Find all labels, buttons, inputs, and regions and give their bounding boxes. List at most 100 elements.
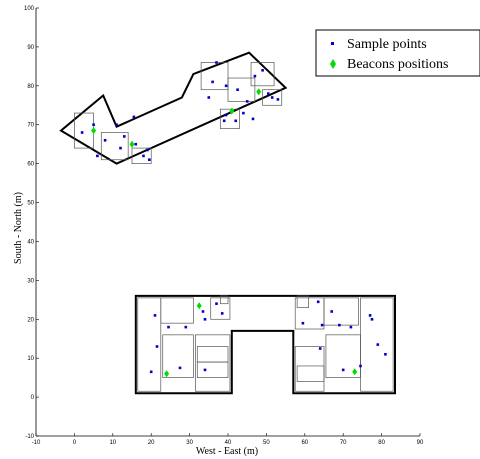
sample-point xyxy=(317,301,320,304)
y-tick-label: 70 xyxy=(27,123,34,129)
sample-point xyxy=(204,369,207,372)
sample-point xyxy=(223,120,226,123)
sample-point xyxy=(215,61,218,64)
sample-point xyxy=(81,131,84,134)
sample-point xyxy=(242,112,245,115)
sample-point xyxy=(211,81,214,84)
legend-beacon-label: Beacons positions xyxy=(347,57,449,72)
x-tick-label: 10 xyxy=(109,440,116,446)
sample-point xyxy=(202,310,205,313)
x-tick-label: 70 xyxy=(340,440,347,446)
x-tick-label: 90 xyxy=(417,440,424,446)
y-tick-label: 90 xyxy=(27,45,34,51)
x-tick-label: 30 xyxy=(186,440,193,446)
room xyxy=(295,298,324,329)
sample-point xyxy=(119,147,122,150)
y-tick-label: 0 xyxy=(31,395,35,401)
sample-point xyxy=(115,123,118,126)
sample-point xyxy=(359,365,362,368)
sample-point xyxy=(369,314,372,317)
beacon-point xyxy=(91,127,96,134)
sample-point xyxy=(146,149,149,152)
sample-point xyxy=(225,85,228,88)
sample-point xyxy=(154,314,157,317)
sample-point xyxy=(179,367,182,370)
y-tick-label: 30 xyxy=(27,278,34,284)
sample-point xyxy=(123,135,126,138)
x-axis-label: West - East (m) xyxy=(196,446,258,457)
sample-point xyxy=(302,322,305,325)
sample-point xyxy=(246,100,249,103)
y-axis-label: South - North (m) xyxy=(13,192,24,264)
x-tick-label: 0 xyxy=(73,440,77,446)
lower-building-outline xyxy=(136,296,395,393)
beacon-point xyxy=(197,302,202,309)
x-tick-label: 60 xyxy=(301,440,308,446)
x-tick-label: 80 xyxy=(378,440,385,446)
beacon-point xyxy=(352,368,357,375)
sample-point xyxy=(330,310,333,313)
y-tick-label: 80 xyxy=(27,84,34,90)
y-tick-label: 40 xyxy=(27,239,34,245)
sample-point xyxy=(236,88,239,91)
sample-point xyxy=(319,347,322,350)
sample-point xyxy=(185,326,188,329)
room xyxy=(295,347,324,392)
sample-point xyxy=(350,326,353,329)
legend-sample-marker xyxy=(331,42,334,45)
x-tick-label: 20 xyxy=(148,440,155,446)
beacon-point xyxy=(130,141,135,148)
sample-point xyxy=(150,371,153,374)
sample-point xyxy=(342,369,345,372)
sample-point xyxy=(167,326,170,329)
sample-point xyxy=(267,92,270,95)
room xyxy=(161,298,194,323)
sample-point xyxy=(142,155,145,158)
sample-point xyxy=(208,96,211,99)
legend-sample-label: Sample points xyxy=(347,37,427,52)
room xyxy=(163,335,194,378)
sample-point xyxy=(225,114,228,117)
data-marks xyxy=(81,61,387,377)
sample-point xyxy=(148,158,151,161)
room xyxy=(197,347,228,363)
y-tick-label: 100 xyxy=(24,6,35,12)
sample-point xyxy=(338,324,341,327)
y-tick-label: 60 xyxy=(27,162,34,168)
y-tick-label: 20 xyxy=(27,317,34,323)
sample-point xyxy=(135,143,138,146)
legend: Sample points Beacons positions xyxy=(316,30,480,76)
sample-point xyxy=(156,345,159,348)
room xyxy=(138,298,161,391)
sample-point xyxy=(204,318,207,321)
floor-plan xyxy=(61,53,395,394)
y-tick-label: 10 xyxy=(27,356,34,362)
room xyxy=(297,366,324,382)
room xyxy=(195,335,230,391)
y-tick-label: 50 xyxy=(27,201,34,207)
sample-point xyxy=(133,116,136,119)
sample-point xyxy=(271,96,274,99)
y-tick-label: -10 xyxy=(25,434,34,440)
sample-point xyxy=(215,302,218,305)
sample-point xyxy=(252,118,255,121)
upper-building-outline xyxy=(61,53,286,164)
sample-point xyxy=(377,343,380,346)
beacon-point xyxy=(164,370,169,377)
sample-point xyxy=(261,69,264,72)
sample-point xyxy=(384,353,387,356)
sample-point xyxy=(221,312,224,315)
room xyxy=(324,298,359,325)
sample-point xyxy=(92,123,95,126)
sample-point xyxy=(234,120,237,123)
x-tick-label: 50 xyxy=(263,440,270,446)
x-tick-label: -10 xyxy=(32,440,41,446)
beacon-point xyxy=(256,88,261,95)
sample-point xyxy=(371,318,374,321)
sample-point xyxy=(104,139,107,142)
sample-point xyxy=(277,98,280,101)
sample-point xyxy=(321,324,324,327)
room xyxy=(197,362,228,378)
room xyxy=(220,296,228,304)
